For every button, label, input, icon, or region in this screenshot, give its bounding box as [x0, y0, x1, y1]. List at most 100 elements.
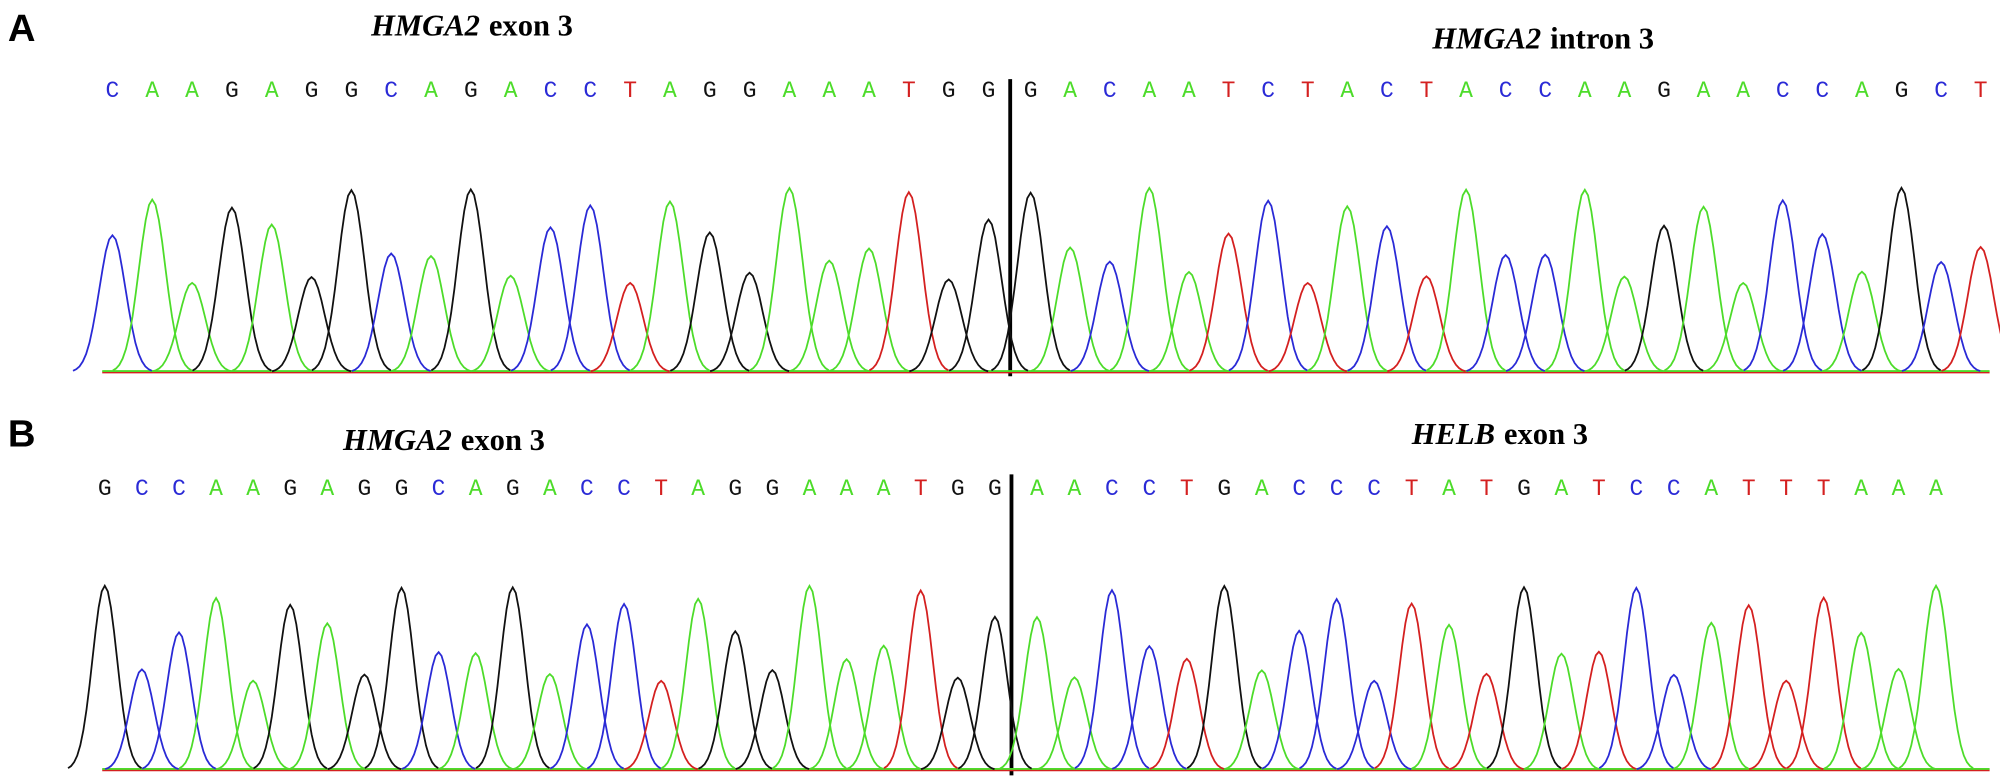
base-call: T: [1974, 78, 1988, 104]
panel-label: B: [8, 412, 36, 455]
trace-peak: [1149, 657, 1225, 770]
gene-region: intron 3: [1550, 21, 1654, 55]
base-call: C: [1105, 476, 1119, 502]
base-call: A: [209, 476, 223, 502]
base-call: G: [506, 476, 520, 502]
base-call: A: [145, 78, 159, 104]
trace-peak: [1545, 187, 1625, 372]
trace-peak: [1941, 245, 2000, 372]
trace-peak: [1374, 601, 1450, 770]
trace-peak: [549, 622, 625, 770]
trace-peak: [909, 278, 989, 373]
trace-peak: [1524, 652, 1599, 770]
base-call: A: [1697, 78, 1711, 104]
base-call: C: [1142, 476, 1156, 502]
trace-peak: [72, 233, 153, 372]
trace-peak: [957, 615, 1033, 770]
base-call: A: [1182, 78, 1196, 104]
base-call: G: [395, 476, 409, 502]
base-call: C: [1292, 476, 1306, 502]
trace-peak: [868, 190, 949, 372]
trace-peak: [1786, 595, 1862, 770]
base-call: C: [1103, 78, 1117, 104]
trace-peak: [789, 259, 869, 372]
trace-peak: [104, 668, 179, 770]
base-call: G: [1895, 78, 1909, 104]
base-call: T: [1592, 476, 1606, 502]
trace-peak: [112, 197, 193, 372]
base-call: T: [914, 476, 928, 502]
trace-peak: [586, 602, 662, 770]
trace-peak: [920, 676, 995, 771]
trace-peak: [1561, 650, 1637, 770]
trace-peak: [512, 672, 587, 771]
base-call: A: [469, 476, 483, 502]
trace-peak: [430, 187, 511, 372]
trace-peak: [1336, 679, 1412, 771]
base-call: G: [1217, 476, 1231, 502]
base-call: T: [1480, 476, 1494, 502]
base-call: T: [623, 78, 637, 104]
trace-peak: [1861, 186, 1942, 372]
gene-label: HMGA2 exon 3: [370, 9, 573, 43]
base-call: G: [305, 78, 319, 104]
gene-region: exon 3: [1504, 417, 1588, 451]
base-call: A: [320, 476, 334, 502]
base-call: A: [1704, 476, 1718, 502]
trace-peak: [1261, 629, 1337, 770]
base-call: A: [840, 476, 854, 502]
trace-peak: [1347, 224, 1427, 372]
trace-peak: [883, 588, 958, 769]
base-call: T: [1420, 78, 1434, 104]
trace-peak: [311, 188, 392, 372]
base-call: G: [358, 476, 372, 502]
base-call: C: [384, 78, 398, 104]
base-call: A: [1736, 78, 1750, 104]
base-call: A: [543, 476, 557, 502]
trace-peak: [391, 254, 471, 372]
base-call: T: [1180, 476, 1194, 502]
base-call: G: [728, 476, 742, 502]
base-call: C: [1380, 78, 1394, 104]
trace-peak: [1307, 204, 1387, 372]
base-call: G: [344, 78, 358, 104]
trace-peak: [1074, 588, 1150, 769]
trace-peak: [1111, 644, 1187, 770]
base-call: T: [654, 476, 668, 502]
base-call: C: [583, 78, 597, 104]
trace-peak: [438, 651, 513, 770]
trace-peak: [1663, 205, 1744, 372]
trace-peak: [1782, 232, 1862, 372]
trace-peak: [290, 621, 365, 770]
panel-label: A: [8, 7, 36, 50]
trace-peak: [1711, 603, 1787, 770]
trace-peak: [630, 199, 710, 372]
trace-peak: [475, 585, 550, 769]
base-call: A: [185, 78, 199, 104]
base-call: A: [1030, 476, 1044, 502]
trace-peak: [1703, 281, 1783, 373]
base-call: A: [1854, 476, 1868, 502]
base-call: C: [1934, 78, 1948, 104]
base-call: C: [617, 476, 631, 502]
gene-name: HMGA2: [370, 9, 480, 43]
base-call: A: [504, 78, 518, 104]
gene-label: HMGA2 exon 3: [342, 423, 545, 457]
trace-peak: [1449, 672, 1524, 771]
trace-peak: [1486, 585, 1562, 769]
base-call: G: [98, 476, 112, 502]
trace-peak: [1898, 583, 1974, 769]
trace-peak: [271, 275, 352, 373]
base-call: A: [1618, 78, 1632, 104]
base-call: A: [1555, 476, 1569, 502]
base-call: A: [1929, 476, 1943, 502]
base-call: A: [1142, 78, 1156, 104]
base-call: T: [902, 78, 916, 104]
trace-peak: [669, 231, 750, 372]
trace-peak: [351, 252, 431, 372]
base-call: G: [225, 78, 239, 104]
trace-peak: [749, 186, 830, 372]
trace-peak: [735, 668, 810, 770]
base-call: C: [1499, 78, 1513, 104]
